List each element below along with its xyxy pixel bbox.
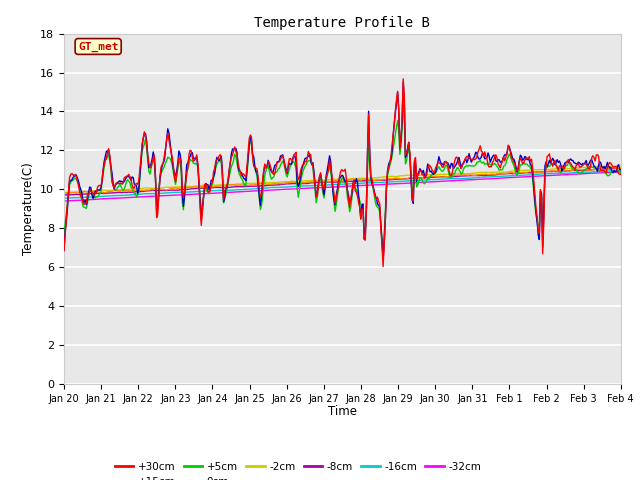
Y-axis label: Temperature(C): Temperature(C) [22, 162, 35, 255]
Text: GT_met: GT_met [78, 41, 118, 51]
Legend: +30cm, +15cm, +5cm, 0cm, -2cm, -8cm, -16cm, -32cm: +30cm, +15cm, +5cm, 0cm, -2cm, -8cm, -16… [111, 457, 485, 480]
X-axis label: Time: Time [328, 405, 357, 418]
Title: Temperature Profile B: Temperature Profile B [255, 16, 430, 30]
